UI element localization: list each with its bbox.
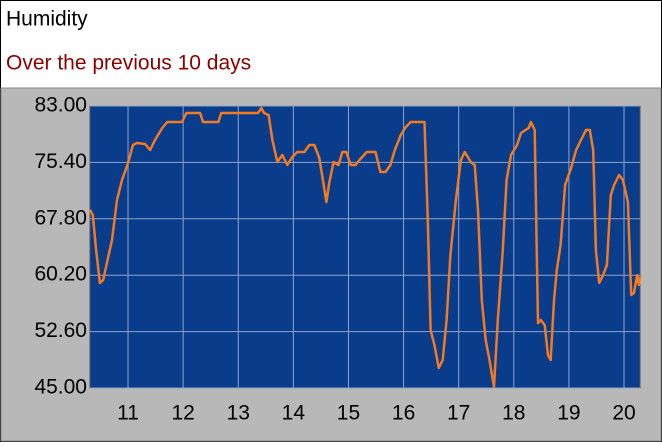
x-tick-label: 19 (557, 402, 580, 425)
x-tick-label: 12 (171, 402, 194, 425)
chart-title: Humidity (6, 8, 88, 31)
y-tick-label: 75.40 (34, 150, 87, 173)
x-tick-label: 16 (392, 402, 415, 425)
y-tick-label: 45.00 (34, 376, 87, 399)
y-tick-label: 52.60 (34, 319, 87, 342)
plot-area (89, 105, 641, 389)
y-tick-label: 60.20 (34, 263, 87, 286)
y-tick-label: 67.80 (34, 206, 87, 229)
y-tick-label: 83.00 (34, 94, 87, 117)
x-tick-label: 15 (337, 402, 360, 425)
x-tick-label: 18 (502, 402, 525, 425)
x-tick-label: 20 (612, 402, 635, 425)
x-tick-label: 14 (282, 402, 306, 425)
chart-subtitle: Over the previous 10 days (6, 52, 251, 75)
data-line (88, 106, 642, 389)
x-tick-label: 13 (227, 402, 250, 425)
x-tick-label: 17 (447, 402, 470, 425)
x-tick-label: 11 (117, 402, 139, 425)
